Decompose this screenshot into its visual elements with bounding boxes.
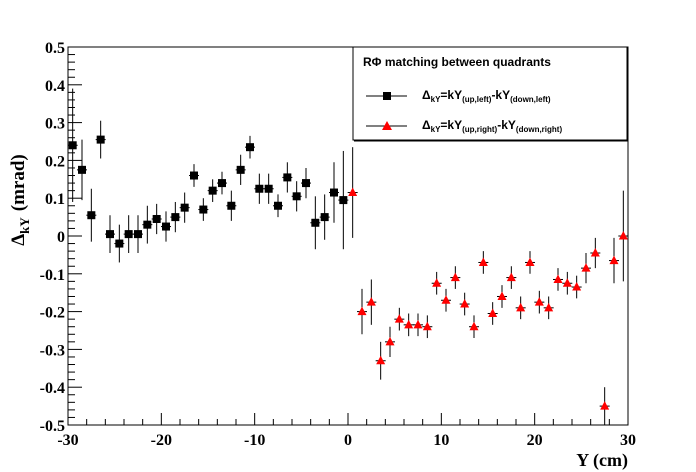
svg-text:ΔkY(mrad): ΔkY (mrad) [8,154,32,246]
data-point-square [255,184,264,193]
data-point-triangle [394,314,404,323]
data-point-triangle [366,297,376,306]
legend-marker-triangle [382,121,392,130]
y-tick-label: -0.5 [40,418,65,435]
y-tick-label: 0.4 [45,78,65,95]
data-point-triangle [497,291,507,300]
data-point-square [68,141,77,150]
data-point-square [190,171,198,180]
data-point-triangle [422,321,432,331]
data-point-triangle [404,319,414,329]
x-tick-label: 20 [527,432,543,449]
x-tick-label: -10 [244,432,265,449]
data-point-triangle [450,272,460,282]
data-point-square [115,239,124,248]
x-tick-label: -30 [57,432,78,449]
x-tick-label: 30 [620,432,636,449]
data-point-triangle [590,248,600,257]
data-point-square [246,143,254,152]
y-axis-label-unit: (mrad) [8,154,29,211]
data-point-square [208,186,217,195]
y-tick-label: 0 [57,229,65,246]
y-tick-label: -0.2 [40,305,65,322]
data-point-triangle [600,401,610,410]
y-tick-label: 0.1 [45,191,65,208]
data-point-square [199,205,208,214]
x-axis-label: Y (cm) [576,450,628,471]
data-point-square [143,220,152,229]
x-tick-labels: -30 -20 -10 0 10 20 30 [57,432,636,449]
data-point-square [96,135,105,144]
data-point-square [106,230,114,239]
data-point-triangle [413,319,423,329]
data-point-square [162,222,170,231]
data-point-triangle [562,278,572,287]
legend-title: RΦ matching between quadrants [363,55,551,69]
data-point-triangle [441,295,451,304]
y-tick-label: -0.4 [40,380,65,397]
data-point-square [283,173,292,182]
data-point-square [227,201,236,210]
y-tick-label: -0.1 [40,267,65,284]
series-left-quadrants [67,88,349,263]
data-point-triangle [376,355,386,365]
y-tick-labels: -0.5 -0.4 -0.3 -0.2 -0.1 0 0.1 0.2 0.3 0.4 0.5 [40,40,65,435]
data-point-square [124,230,133,239]
x-tick-label: -20 [151,432,172,449]
data-point-square [171,213,180,222]
data-point-square [180,203,189,212]
y-tick-label: 0.2 [45,153,65,170]
data-point-square [152,214,161,223]
data-point-triangle [618,231,628,240]
data-point-square [320,213,329,222]
data-point-square [218,179,226,188]
data-point-square [264,184,273,193]
y-tick-label: 0.5 [45,40,65,57]
data-point-triangle [469,321,479,331]
data-point-square [274,201,282,210]
data-point-triangle [516,302,526,312]
legend-marker-square [383,92,391,100]
data-point-square [134,230,142,239]
data-point-triangle [488,308,498,317]
data-point-triangle [357,306,367,316]
data-point-square [292,192,301,201]
data-point-square [78,165,86,174]
y-axis-label-subscript: kY [17,217,32,234]
data-point-triangle [478,257,488,266]
data-point-triangle [544,302,554,312]
data-point-square [236,165,245,174]
x-axis-ticks [67,413,629,425]
y-axis-ticks [68,46,82,426]
data-point-triangle [553,274,563,283]
legend-entry-left: ΔkY=kY(up,left)-kY(down,left) [422,88,551,104]
data-point-triangle [506,272,516,282]
data-point-square [339,196,348,205]
data-point-triangle [348,187,358,197]
y-tick-label: -0.3 [40,342,65,359]
data-point-triangle [609,255,619,265]
legend: RΦ matching between quadrants ΔkY=kY(up,… [352,46,628,142]
data-point-square [330,188,338,197]
series-right-quadrants [347,147,629,425]
data-point-square [87,211,96,220]
x-tick-label: 0 [344,432,352,449]
data-point-triangle [534,297,544,306]
data-point-triangle [432,278,442,287]
data-point-triangle [385,336,395,346]
data-point-square [302,179,310,188]
y-axis-label-symbol: Δ [8,234,29,246]
legend-box [352,46,628,141]
data-point-triangle [525,257,535,266]
y-tick-label: 0.3 [45,116,65,133]
x-tick-label: 10 [433,432,449,449]
data-point-triangle [581,263,591,272]
data-point-square [311,218,320,227]
y-axis-label: ΔkY (mrad) [8,154,32,246]
data-point-triangle [460,299,470,308]
legend-shadow [354,140,628,142]
data-point-triangle [572,282,582,291]
legend-entry-right: ΔkY=kY(up,right)-kY(down,right) [422,118,562,134]
